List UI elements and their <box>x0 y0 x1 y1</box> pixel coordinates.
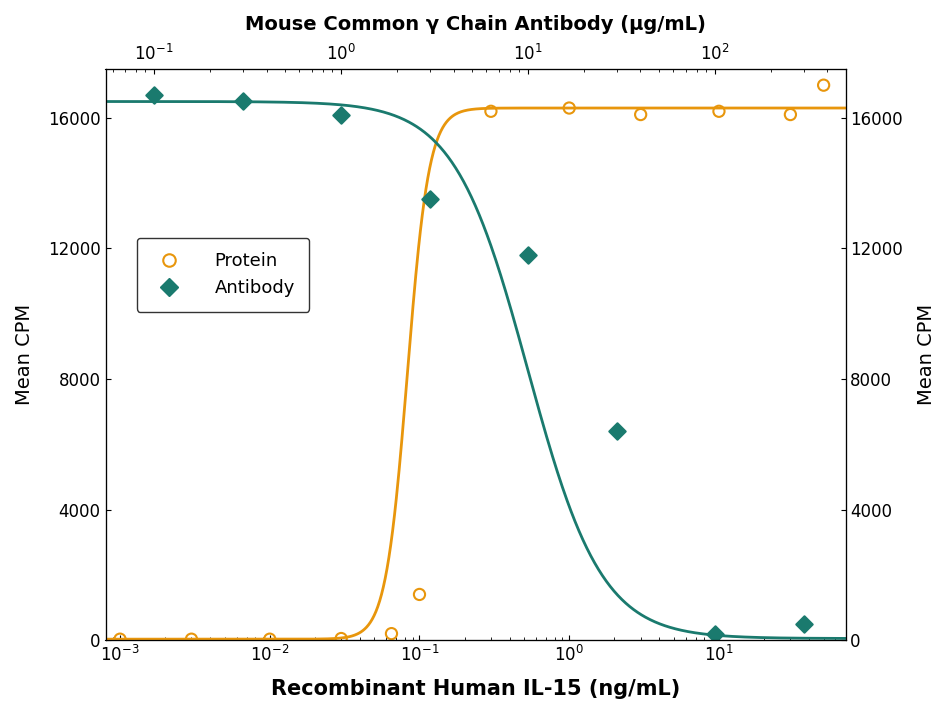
Point <box>334 109 349 120</box>
Point <box>184 633 199 645</box>
Point <box>610 426 625 437</box>
Point <box>146 89 162 101</box>
Point <box>412 589 427 600</box>
Point <box>236 96 251 107</box>
Point <box>562 102 577 114</box>
Point <box>262 633 278 645</box>
Point <box>334 633 349 644</box>
Point <box>708 628 723 639</box>
Title: Mouse Common γ Chain Antibody (μg/mL): Mouse Common γ Chain Antibody (μg/mL) <box>245 15 706 34</box>
Point <box>816 79 831 91</box>
X-axis label: Recombinant Human IL-15 (ng/mL): Recombinant Human IL-15 (ng/mL) <box>271 679 680 699</box>
Point <box>711 106 727 117</box>
Y-axis label: Mean CPM: Mean CPM <box>917 304 936 405</box>
Point <box>796 618 811 630</box>
Point <box>633 109 649 120</box>
Point <box>422 193 437 205</box>
Point <box>783 109 798 120</box>
Point <box>384 628 399 639</box>
Point <box>112 633 127 645</box>
Point <box>520 249 535 261</box>
Point <box>483 106 498 117</box>
Legend: Protein, Antibody: Protein, Antibody <box>137 238 309 312</box>
Y-axis label: Mean CPM: Mean CPM <box>15 304 34 405</box>
